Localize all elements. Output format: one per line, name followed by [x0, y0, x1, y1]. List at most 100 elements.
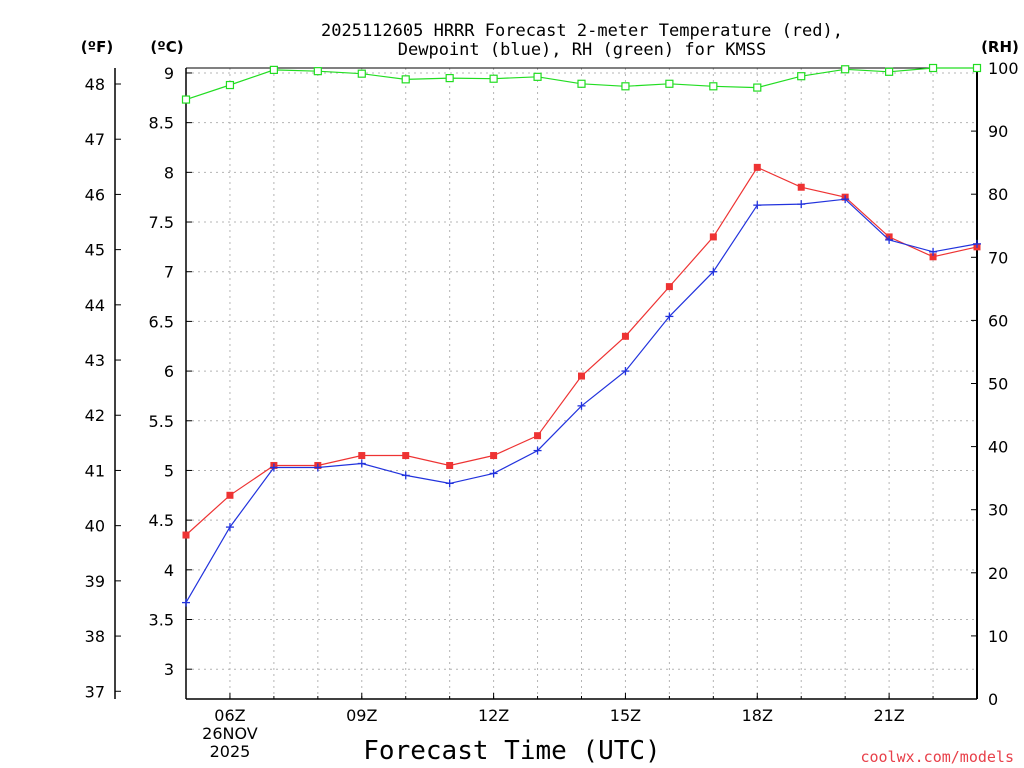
temperature-point — [226, 491, 234, 499]
fahrenheit-tick-label: 42 — [85, 406, 105, 425]
x-tick-label: 18Z — [742, 706, 773, 725]
fahrenheit-tick-label: 44 — [85, 296, 105, 315]
dewpoint-point — [225, 523, 234, 532]
dewpoint-point — [357, 459, 366, 468]
fahrenheit-tick-label: 41 — [85, 461, 105, 480]
rh-point — [313, 67, 322, 76]
temperature-point — [446, 461, 454, 469]
rh-tick-label: 70 — [988, 248, 1008, 267]
x-axis-title: Forecast Time (UTC) — [363, 736, 660, 766]
x-tick-label: 21Z — [873, 706, 904, 725]
rh-point — [753, 83, 762, 92]
rh-tick-label: 60 — [988, 311, 1008, 330]
temperature-point — [402, 452, 410, 460]
x-tick-label: 15Z — [610, 706, 641, 725]
temperature-point — [490, 452, 498, 460]
dewpoint-point — [313, 463, 322, 472]
fahrenheit-unit-label: (ºF) — [81, 38, 113, 56]
temperature-point — [929, 253, 937, 261]
dewpoint-point — [973, 239, 981, 248]
temperature-point — [797, 183, 805, 191]
dewpoint-point — [885, 235, 894, 244]
x-tick-label: 2025 — [210, 742, 251, 761]
rh-point — [445, 73, 454, 83]
rh-tick-label: 90 — [988, 122, 1008, 141]
temperature-point — [534, 432, 542, 440]
rh-point — [533, 72, 542, 81]
fahrenheit-tick-label: 46 — [85, 185, 105, 204]
series-layer — [181, 63, 982, 607]
celsius-tick-label: 5.5 — [149, 412, 174, 431]
x-tick-label: 26NOV — [202, 724, 258, 743]
rh-point — [269, 65, 278, 74]
tick-label-layer: 37 38 39 40 41 42 43 44 45 46 47 48 3 3.5 4 4.5 5 5.5 6 6.5… — [85, 59, 1019, 761]
celsius-unit-label: (ºC) — [150, 38, 183, 56]
celsius-tick-label: 7 — [164, 263, 174, 282]
x-tick-label: 12Z — [478, 706, 509, 725]
dewpoint-point — [621, 367, 630, 376]
fahrenheit-tick-label: 43 — [85, 351, 105, 370]
rh-point — [665, 79, 674, 88]
rh-tick-label: 100 — [988, 59, 1019, 78]
fahrenheit-tick-label: 47 — [85, 130, 105, 149]
rh-point — [797, 72, 806, 81]
celsius-tick-label: 9 — [164, 64, 174, 83]
celsius-tick-label: 6 — [164, 362, 174, 381]
celsius-tick-label: 7.5 — [149, 213, 174, 232]
rh-tick-label: 80 — [988, 185, 1008, 204]
dewpoint-point — [401, 471, 410, 480]
dewpoint-point — [709, 267, 718, 276]
celsius-tick-label: 4 — [164, 561, 174, 580]
fahrenheit-tick-label: 38 — [85, 627, 105, 646]
temperature-point — [709, 233, 717, 241]
fahrenheit-tick-label: 45 — [85, 241, 105, 260]
rh-point — [489, 74, 498, 83]
temperature-point — [621, 332, 629, 340]
temperature-point — [578, 372, 585, 380]
fahrenheit-tick-label: 48 — [85, 75, 105, 94]
temperature-point — [753, 163, 761, 171]
rh-tick-label: 10 — [988, 627, 1008, 646]
celsius-tick-label: 4.5 — [149, 511, 174, 530]
rh-point — [885, 67, 894, 76]
celsius-tick-label: 3.5 — [149, 611, 174, 630]
dewpoint-point — [533, 446, 542, 455]
dewpoint-point — [269, 463, 278, 472]
rh-point — [357, 69, 366, 78]
rh-tick-label: 30 — [988, 501, 1008, 520]
rh-point — [621, 82, 630, 91]
temperature-point — [665, 283, 673, 291]
rh-point — [577, 79, 586, 88]
celsius-tick-label: 3 — [164, 660, 174, 679]
dewpoint-point — [182, 598, 190, 607]
dewpoint-point — [797, 200, 806, 209]
fahrenheit-tick-label: 39 — [85, 572, 105, 591]
rh-point — [928, 63, 938, 73]
celsius-tick-label: 8 — [164, 163, 174, 182]
celsius-tick-label: 8.5 — [149, 114, 174, 133]
dewpoint-point — [445, 479, 454, 488]
temperature-point — [358, 452, 366, 460]
dewpoint-point — [929, 247, 938, 256]
rh-point — [841, 65, 850, 74]
x-tick-label: 06Z — [214, 706, 245, 725]
watermark[interactable]: coolwx.com/models — [860, 748, 1014, 766]
celsius-tick-label: 5 — [164, 461, 174, 480]
rh-point — [225, 80, 235, 90]
rh-tick-label: 20 — [988, 564, 1008, 583]
dewpoint-point — [665, 312, 674, 321]
rh-tick-label: 50 — [988, 375, 1008, 394]
dewpoint-point — [753, 201, 762, 210]
x-tick-label: 09Z — [346, 706, 377, 725]
celsius-tick-label: 6.5 — [149, 312, 174, 331]
rh-point — [972, 63, 982, 73]
dewpoint-point — [489, 469, 498, 478]
fahrenheit-tick-label: 40 — [85, 517, 105, 536]
rh-unit-label: (RH) — [981, 38, 1019, 56]
rh-point — [181, 95, 191, 104]
chart-title: 2025112605 HRRR Forecast 2-meter Tempera… — [321, 21, 843, 41]
rh-point — [401, 75, 410, 84]
dewpoint-point — [841, 195, 850, 204]
